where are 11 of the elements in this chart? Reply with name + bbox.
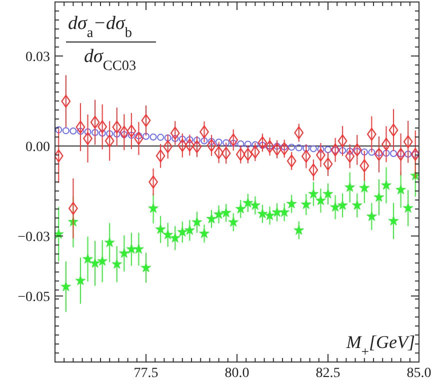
annotation: dσ$_{CC03}$: [84, 46, 136, 74]
y-tick-label: 0.00: [26, 140, 50, 155]
x-tick-label: 85.0: [406, 366, 432, 381]
annotation: dσ$_{a}$−dσ$_{b}$: [68, 13, 132, 41]
x-tick-label: 77.5: [134, 366, 158, 381]
y-tick-label: −0.05: [18, 290, 50, 305]
x-axis-title: M$_{+}$[GeV]: [345, 332, 415, 358]
y-tick-label: 0.03: [26, 50, 50, 65]
y-tick-label: −0.03: [18, 230, 50, 245]
x-tick-label: 82.5: [316, 366, 340, 381]
x-tick-label: 80.0: [224, 366, 250, 381]
